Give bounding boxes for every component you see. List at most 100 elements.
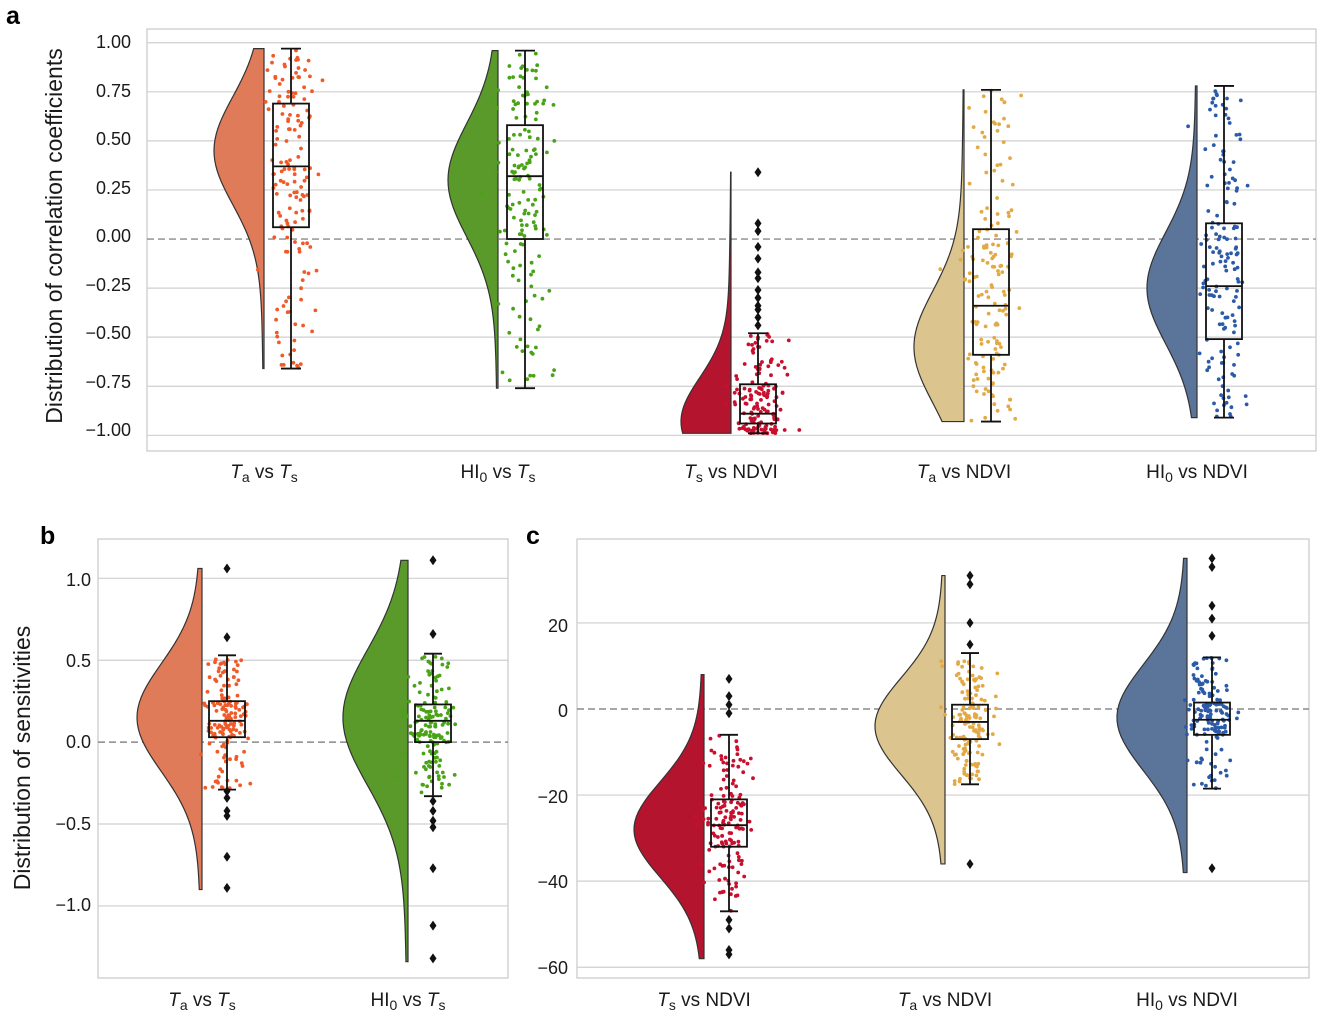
data-point xyxy=(985,206,989,211)
data-point xyxy=(742,874,747,879)
data-point xyxy=(707,869,712,874)
data-point xyxy=(1219,747,1224,752)
data-point xyxy=(256,267,260,272)
data-point xyxy=(552,139,557,143)
data-point xyxy=(724,785,729,790)
data-point xyxy=(755,401,759,406)
data-point xyxy=(1002,362,1007,367)
data-point xyxy=(760,406,765,410)
data-point xyxy=(1215,408,1219,413)
data-point xyxy=(220,707,225,711)
data-point xyxy=(701,808,705,813)
data-point xyxy=(974,677,978,681)
data-point xyxy=(721,794,726,798)
outlier-marker xyxy=(725,708,733,719)
data-point xyxy=(751,406,756,411)
data-point xyxy=(503,252,508,257)
data-point xyxy=(709,748,714,753)
violin-ta_ndvi xyxy=(874,574,946,865)
data-point xyxy=(1218,698,1222,703)
data-point xyxy=(965,689,970,694)
y-axis-label-a: Distribution of correlation coefficients xyxy=(41,48,67,423)
data-point xyxy=(296,113,300,118)
data-point xyxy=(1225,237,1229,242)
data-point xyxy=(1219,710,1224,715)
data-point xyxy=(1230,176,1235,181)
data-point xyxy=(1225,252,1230,256)
data-point xyxy=(765,394,770,399)
data-point xyxy=(1207,293,1212,297)
data-point xyxy=(516,165,521,170)
data-point xyxy=(284,218,289,223)
data-point xyxy=(979,292,984,297)
data-point xyxy=(960,690,965,695)
data-point xyxy=(510,202,515,207)
data-point xyxy=(1200,781,1204,786)
data-point xyxy=(233,701,238,706)
data-point xyxy=(1219,254,1224,259)
data-point xyxy=(780,391,785,395)
data-point xyxy=(510,169,515,174)
data-point xyxy=(511,306,515,311)
data-point xyxy=(986,339,990,344)
data-point xyxy=(533,197,538,202)
data-point xyxy=(776,363,781,367)
data-point xyxy=(976,684,981,689)
data-point xyxy=(748,334,753,338)
data-point xyxy=(720,834,725,838)
data-point xyxy=(299,121,304,125)
data-point xyxy=(764,339,769,343)
data-point xyxy=(1001,140,1006,145)
data-point xyxy=(983,387,988,391)
data-point xyxy=(991,381,995,385)
data-point xyxy=(424,710,429,714)
data-point xyxy=(507,75,512,80)
data-point xyxy=(238,783,243,788)
data-point xyxy=(731,758,736,763)
data-point xyxy=(279,160,283,165)
data-point xyxy=(507,152,512,157)
data-point xyxy=(747,388,752,393)
x-ticks-c: Ts vs NDVI Ta vs NDVI HI0 vs NDVI xyxy=(657,990,1238,1013)
data-point xyxy=(971,125,976,129)
data-point xyxy=(968,725,972,729)
data-point xyxy=(740,858,744,863)
data-point xyxy=(284,299,288,304)
data-point xyxy=(974,362,979,366)
data-point xyxy=(544,85,549,90)
data-point xyxy=(974,693,978,698)
data-point xyxy=(742,362,747,366)
x-tick-label-hi0-vs-ndvi: HI0 vs NDVI xyxy=(1136,990,1238,1013)
data-point xyxy=(995,196,999,200)
data-point xyxy=(763,426,768,430)
data-point xyxy=(967,181,972,186)
data-point xyxy=(975,688,980,692)
data-point xyxy=(1214,708,1219,713)
data-point xyxy=(440,662,445,667)
data-point xyxy=(408,724,413,729)
data-point xyxy=(232,667,236,672)
outlier-marker xyxy=(223,810,231,821)
data-point xyxy=(424,732,428,736)
data-point xyxy=(972,728,976,733)
box xyxy=(1193,701,1231,736)
data-point xyxy=(1211,250,1215,255)
data-point xyxy=(1204,740,1209,744)
data-point xyxy=(991,254,996,259)
data-point xyxy=(714,805,719,810)
data-point xyxy=(277,340,281,345)
data-point xyxy=(552,368,556,372)
data-point xyxy=(428,661,433,665)
data-point xyxy=(293,91,298,96)
data-point xyxy=(1223,264,1228,269)
data-point xyxy=(1229,251,1233,256)
data-point xyxy=(1230,313,1235,317)
outlier-marker xyxy=(1208,630,1216,641)
data-point xyxy=(1213,103,1218,108)
data-point xyxy=(438,758,443,763)
data-point xyxy=(737,858,741,863)
data-point xyxy=(979,676,984,680)
data-point xyxy=(735,387,739,392)
x-ticks-b: Ta vs Ts HI0 vs Ts xyxy=(168,990,445,1013)
data-point xyxy=(525,344,530,349)
